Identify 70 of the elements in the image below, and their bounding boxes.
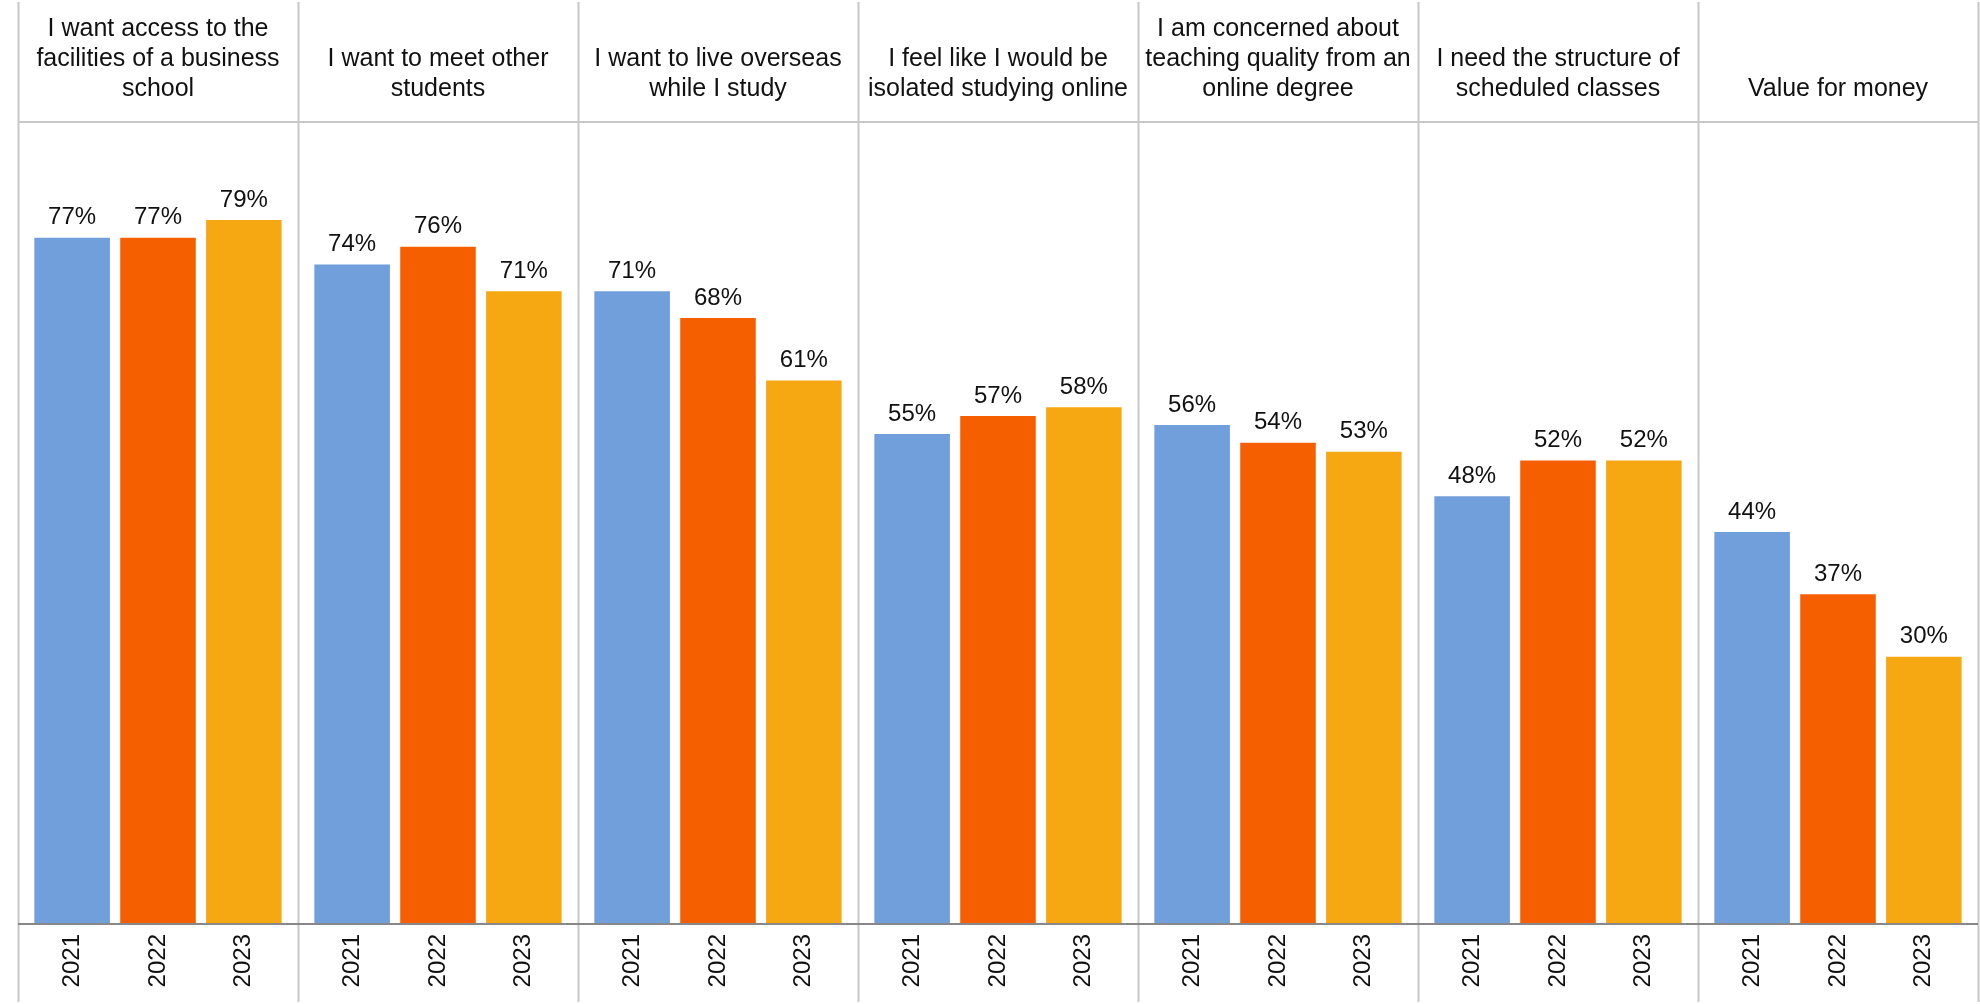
text: 2022 [422, 934, 450, 988]
bar [400, 246, 476, 924]
text: 2022 [702, 934, 730, 988]
data-label: 76% [413, 211, 463, 239]
data-label: 52% [1533, 425, 1583, 453]
data-label: 57% [973, 380, 1023, 408]
bar [1606, 460, 1682, 924]
data-label: 68% [693, 282, 743, 310]
bar [206, 220, 282, 924]
data-label: 58% [1059, 371, 1108, 399]
data-label: 61% [779, 345, 828, 373]
x-tick-label: I am concerned about teaching quality from an online degree [1145, 12, 1411, 101]
bar [34, 237, 110, 924]
text: 2021 [896, 934, 924, 988]
text: 2022 [982, 934, 1010, 988]
data-label: 71% [499, 255, 548, 283]
bar [680, 318, 756, 924]
bar [1046, 407, 1122, 924]
data-label: 71% [608, 255, 657, 283]
x-tick-label: I need the structure of scheduled classes [1436, 42, 1680, 101]
bar [1326, 451, 1402, 924]
x-tick-label: I want to meet other students [327, 42, 549, 101]
bar [1520, 460, 1596, 924]
data-label: 55% [888, 398, 937, 426]
bar [120, 237, 196, 924]
text: 2021 [336, 934, 364, 988]
data-label: 77% [48, 202, 97, 230]
text: 2022 [1822, 934, 1850, 988]
text: 2022 [1262, 934, 1290, 988]
bar [874, 433, 950, 924]
text: 2023 [1348, 934, 1376, 988]
text: 2021 [56, 934, 84, 988]
bar [594, 291, 670, 924]
bar [960, 416, 1036, 924]
bar [314, 264, 390, 924]
text: 2022 [142, 934, 170, 988]
data-label: 44% [1728, 496, 1777, 524]
data-label: 30% [1899, 621, 1948, 649]
bar [1800, 594, 1876, 924]
bar [1886, 656, 1962, 924]
text: 2023 [1628, 934, 1656, 988]
text: 2023 [1068, 934, 1096, 988]
data-label: 79% [219, 184, 268, 212]
text: 2023 [228, 934, 256, 988]
text: 2023 [788, 934, 816, 988]
bar [1434, 496, 1510, 924]
text: 2022 [1542, 934, 1570, 988]
text: 2021 [1176, 934, 1204, 988]
bar [486, 291, 562, 924]
text: 2021 [616, 934, 644, 988]
bar [1714, 531, 1790, 924]
data-label: 77% [133, 202, 183, 230]
bar [1154, 424, 1230, 924]
data-label: 52% [1619, 425, 1668, 453]
data-label: 56% [1168, 389, 1217, 417]
x-tick-label: Value for money [1747, 72, 1929, 101]
data-label: 74% [328, 229, 377, 257]
bar [766, 380, 842, 924]
text: 2021 [1456, 934, 1484, 988]
data-label: 53% [1339, 416, 1388, 444]
x-tick-label: I want access to the facilities of a business school [36, 12, 280, 101]
data-label: 54% [1253, 407, 1303, 435]
data-label: 48% [1448, 460, 1497, 488]
data-label: 37% [1813, 558, 1863, 586]
bar [1240, 442, 1316, 924]
text: 2023 [508, 934, 536, 988]
x-tick-label: I feel like I would be isolated studying online [868, 42, 1128, 101]
text: 2023 [1908, 934, 1936, 988]
text: 2021 [1736, 934, 1764, 988]
x-tick-label: I want to live overseas while I study [594, 42, 842, 101]
